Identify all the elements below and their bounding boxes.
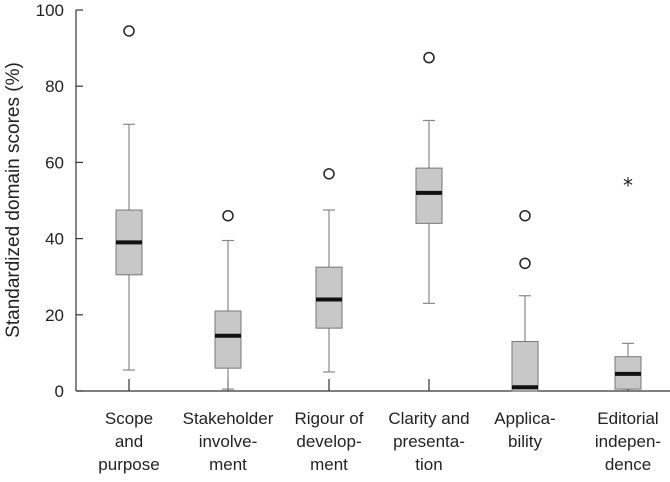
x-axis bbox=[76, 379, 670, 392]
category-label-line: dence bbox=[605, 455, 651, 474]
outlier-point bbox=[123, 25, 135, 37]
iqr-box bbox=[511, 340, 539, 392]
y-axis-label: Standardized domain scores (%) bbox=[3, 62, 24, 338]
category-label-line: Clarity and bbox=[388, 409, 469, 428]
y-tick-label: 80 bbox=[45, 77, 64, 96]
y-tick-label: 100 bbox=[36, 1, 64, 20]
category-label: Scope and purpose bbox=[98, 409, 159, 474]
extreme-point: * bbox=[623, 173, 633, 197]
y-tick-label: 20 bbox=[45, 306, 64, 325]
y-tick-label: 0 bbox=[55, 382, 64, 401]
plot-area: * bbox=[115, 25, 642, 392]
category-label-line: and bbox=[115, 432, 143, 451]
box-group bbox=[315, 168, 343, 373]
category-label-line: Applica- bbox=[494, 409, 555, 428]
category-label-line: involve- bbox=[199, 432, 258, 451]
category-label: Applica-bility bbox=[494, 409, 555, 451]
category-label-line: Rigour of bbox=[295, 409, 364, 428]
category-label: Stakeholder involve-ment bbox=[183, 409, 274, 474]
y-axis: 0 20 40 60 80 100 bbox=[36, 1, 83, 401]
box-group bbox=[511, 209, 539, 392]
outlier-point bbox=[423, 51, 435, 64]
category-label-line: Scope bbox=[105, 409, 153, 428]
box-group bbox=[115, 25, 143, 371]
outlier-point bbox=[323, 168, 335, 180]
category-label-line: Editorial bbox=[597, 409, 658, 428]
box-group: * bbox=[614, 173, 642, 390]
category-label-line: ment bbox=[209, 455, 247, 474]
category-label-line: Stakeholder bbox=[183, 409, 274, 428]
category-label-line: tion bbox=[415, 455, 442, 474]
category-label-line: develop- bbox=[296, 432, 361, 451]
box-group bbox=[415, 51, 443, 304]
outlier-point bbox=[519, 209, 531, 222]
category-label-line: bility bbox=[508, 432, 543, 451]
category-label-line: presenta- bbox=[393, 432, 465, 451]
category-label-line: purpose bbox=[98, 455, 159, 474]
iqr-box bbox=[415, 167, 443, 224]
outlier-point bbox=[222, 209, 234, 222]
box-group bbox=[214, 209, 242, 390]
outlier-point bbox=[519, 257, 531, 270]
category-label: Editorial indepen-dence bbox=[595, 409, 661, 474]
category-label-line: ment bbox=[310, 455, 348, 474]
category-label: Clarity and presenta-tion bbox=[388, 409, 469, 474]
category-label-line: indepen- bbox=[595, 432, 661, 451]
iqr-box bbox=[214, 310, 242, 369]
y-tick-label: 40 bbox=[45, 230, 64, 249]
y-tick-label: 60 bbox=[45, 153, 64, 172]
category-label: Rigour of develop-ment bbox=[295, 409, 364, 474]
